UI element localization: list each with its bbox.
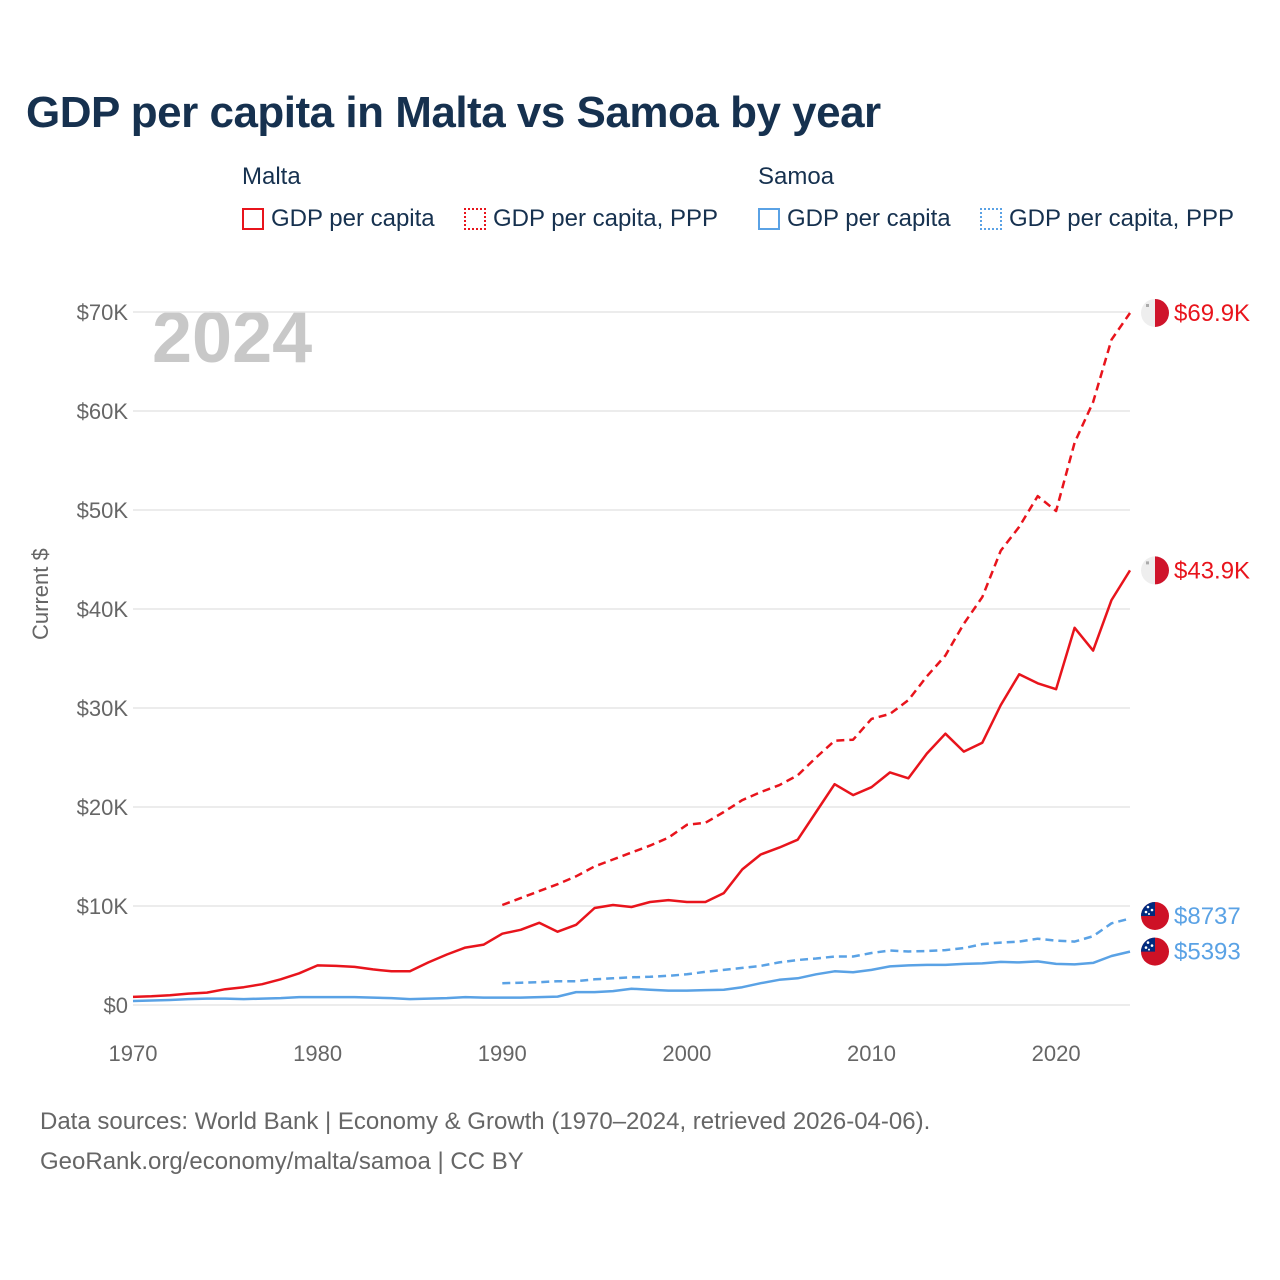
series-line-malta-gdp-per-capita-ppp: [501, 312, 1132, 907]
legend-label: GDP per capita, PPP: [1009, 205, 1234, 232]
footer-attribution: GeoRank.org/economy/malta/samoa | CC BY: [40, 1148, 524, 1175]
x-tick-label: 1980: [293, 1041, 342, 1066]
samoa-flag-icon: [1141, 902, 1169, 930]
series-line-samoa-gdp-per-capita-ppp: [502, 917, 1131, 985]
legend-item-malta-gdp[interactable]: GDP per capita: [242, 204, 435, 234]
x-tick-label: 1970: [109, 1041, 158, 1066]
legend-swatch-dotted: [980, 208, 1002, 230]
legend-item-samoa-gdp[interactable]: GDP per capita: [758, 204, 951, 234]
legend-label: GDP per capita, PPP: [493, 205, 718, 232]
end-value-label: $8737: [1174, 903, 1241, 930]
x-tick-label: 1990: [478, 1041, 527, 1066]
year-watermark: 2024: [152, 298, 312, 378]
chart-title: GDP per capita in Malta vs Samoa by year: [26, 88, 881, 137]
y-tick-label: $30K: [77, 696, 129, 721]
legend-item-malta-ppp[interactable]: GDP per capita, PPP: [464, 204, 718, 234]
legend-swatch-dotted: [464, 208, 486, 230]
footer-sources: Data sources: World Bank | Economy & Gro…: [40, 1108, 931, 1135]
legend-swatch-solid: [242, 208, 264, 230]
end-value-label: $5393: [1174, 939, 1241, 966]
x-tick-label: 2000: [662, 1041, 711, 1066]
series-line-samoa-gdp-per-capita: [132, 950, 1131, 1003]
y-tick-label: $70K: [77, 300, 129, 325]
y-tick-label: $60K: [77, 399, 129, 424]
legend-label: GDP per capita: [787, 205, 951, 232]
legend-group-malta: Malta: [242, 163, 301, 190]
x-tick-label: 2020: [1032, 1041, 1081, 1066]
samoa-flag-icon: [1141, 937, 1169, 966]
y-tick-label: $40K: [77, 597, 129, 622]
end-value-label: $43.9K: [1174, 557, 1250, 584]
malta-flag-icon: [1141, 556, 1169, 585]
y-tick-label: $0: [104, 993, 128, 1018]
y-tick-label: $20K: [77, 795, 129, 820]
legend-item-samoa-ppp[interactable]: GDP per capita, PPP: [980, 204, 1234, 234]
end-value-label: $69.9K: [1174, 300, 1250, 327]
y-tick-label: $50K: [77, 498, 129, 523]
malta-flag-icon: [1141, 298, 1169, 327]
legend-label: GDP per capita: [271, 205, 435, 232]
series-line-malta-gdp-per-capita: [132, 569, 1132, 999]
x-tick-label: 2010: [847, 1041, 896, 1066]
y-tick-label: $10K: [77, 894, 129, 919]
legend-swatch-solid: [758, 208, 780, 230]
legend-group-samoa: Samoa: [758, 163, 835, 190]
